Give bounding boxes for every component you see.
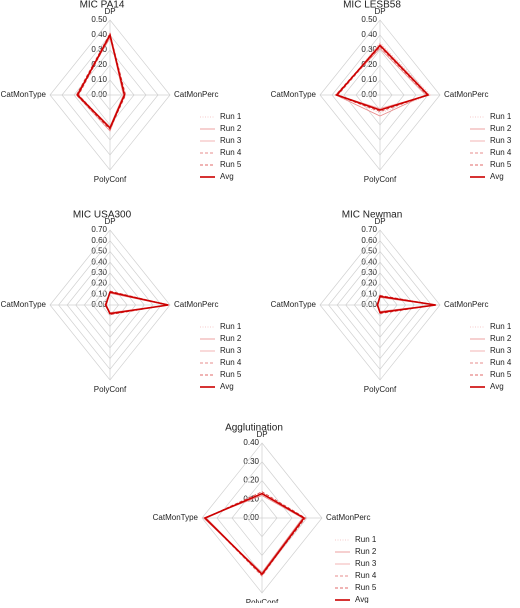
legend-label: Run 4 [220, 148, 242, 157]
tick-label: 0.30 [91, 268, 107, 277]
axis-label: DP [374, 7, 385, 16]
axis-label: DP [104, 7, 115, 16]
axis-label: DP [374, 217, 385, 226]
axis-label: CatMonPerc [326, 513, 370, 522]
tick-label: 0.10 [361, 75, 377, 84]
series-line [104, 291, 169, 315]
tick-label: 0.50 [91, 247, 107, 256]
series-line [204, 493, 305, 577]
tick-label: 0.30 [361, 45, 377, 54]
tick-label: 0.60 [91, 236, 107, 245]
chart-title: Agglutination [225, 423, 283, 434]
legend-label: Avg [220, 172, 234, 181]
legend-label: Run 2 [220, 334, 242, 343]
tick-label: 0.40 [361, 30, 377, 39]
legend-label: Avg [490, 382, 504, 391]
tick-label: 0.00 [91, 90, 107, 99]
tick-label: 0.30 [361, 268, 377, 277]
tick-label: 0.10 [91, 289, 107, 298]
series-line [76, 32, 126, 130]
legend-label: Run 1 [490, 322, 512, 331]
legend-label: Run 3 [220, 346, 242, 355]
legend-label: Run 4 [490, 148, 512, 157]
axis-label: CatMonType [271, 300, 317, 309]
axis-label: CatMonPerc [444, 300, 488, 309]
tick-label: 0.10 [361, 289, 377, 298]
tick-label: 0.30 [91, 45, 107, 54]
axis-label: CatMonType [1, 90, 47, 99]
legend-label: Run 3 [490, 136, 512, 145]
legend-label: Run 2 [220, 124, 242, 133]
legend-label: Run 2 [490, 124, 512, 133]
legend-label: Run 4 [355, 571, 377, 580]
tick-label: 0.00 [243, 513, 259, 522]
legend-label: Run 5 [490, 160, 512, 169]
tick-label: 0.50 [361, 15, 377, 24]
legend-label: Run 3 [490, 346, 512, 355]
tick-label: 0.00 [361, 90, 377, 99]
legend-label: Run 3 [220, 136, 242, 145]
tick-label: 0.20 [361, 60, 377, 69]
axis-label: PolyConf [364, 175, 397, 184]
chart-title: MIC PA14 [80, 0, 125, 11]
legend-label: Run 3 [355, 559, 377, 568]
legend-label: Run 5 [220, 160, 242, 169]
tick-label: 0.20 [91, 279, 107, 288]
axis-label: DP [104, 217, 115, 226]
tick-label: 0.30 [243, 457, 259, 466]
axis-label: CatMonPerc [174, 300, 218, 309]
series-line [376, 295, 436, 314]
axis-label: CatMonType [271, 90, 317, 99]
tick-label: 0.40 [243, 438, 259, 447]
tick-label: 0.20 [91, 60, 107, 69]
tick-label: 0.60 [361, 236, 377, 245]
tick-label: 0.50 [361, 247, 377, 256]
legend-label: Run 1 [220, 322, 242, 331]
axis-label: PolyConf [94, 385, 127, 394]
axis-label: PolyConf [364, 385, 397, 394]
chart-title: MIC Newman [342, 210, 403, 221]
tick-label: 0.70 [361, 225, 377, 234]
series-line [335, 44, 430, 111]
chart-title: MIC LESB58 [343, 0, 401, 11]
legend-label: Avg [490, 172, 504, 181]
tick-label: 0.10 [91, 75, 107, 84]
axis-label: CatMonPerc [444, 90, 488, 99]
legend-label: Run 1 [220, 112, 242, 121]
legend-label: Run 4 [220, 358, 242, 367]
axis-label: PolyConf [94, 175, 127, 184]
series-line [203, 492, 306, 576]
legend-label: Run 2 [490, 334, 512, 343]
legend-label: Run 5 [490, 370, 512, 379]
axis-label: CatMonType [153, 513, 199, 522]
tick-label: 0.00 [91, 300, 107, 309]
tick-label: 0.70 [91, 225, 107, 234]
legend-label: Avg [220, 382, 234, 391]
legend-label: Run 1 [490, 112, 512, 121]
legend-label: Run 5 [220, 370, 242, 379]
tick-label: 0.40 [91, 257, 107, 266]
tick-label: 0.50 [91, 15, 107, 24]
tick-label: 0.40 [91, 30, 107, 39]
legend-label: Run 5 [355, 583, 377, 592]
axis-label: CatMonType [1, 300, 47, 309]
legend-label: Run 1 [355, 535, 377, 544]
tick-label: 0.20 [361, 279, 377, 288]
chart-title: MIC USA300 [73, 210, 132, 221]
tick-label: 0.20 [243, 476, 259, 485]
tick-label: 0.40 [361, 257, 377, 266]
axis-label: DP [256, 430, 267, 439]
axis-label: CatMonPerc [174, 90, 218, 99]
tick-label: 0.00 [361, 300, 377, 309]
legend-label: Run 4 [490, 358, 512, 367]
legend-label: Run 2 [355, 547, 377, 556]
legend-label: Avg [355, 595, 369, 603]
series-line [75, 32, 127, 131]
axis-label: PolyConf [246, 598, 279, 603]
